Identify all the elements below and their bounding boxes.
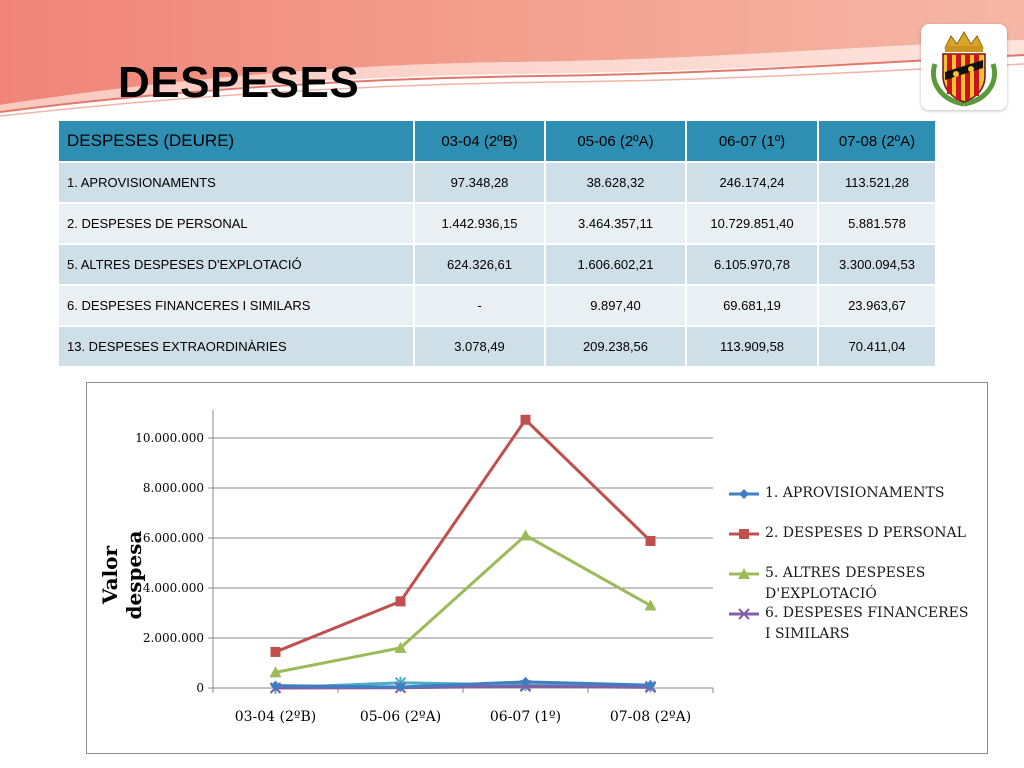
y-tick-label: 8.000.000	[143, 481, 204, 495]
y-axis-label: Valor despesa	[98, 530, 146, 620]
y-tick-label: 0	[196, 681, 204, 695]
table-cell: 10.729.851,40	[685, 202, 819, 245]
coat-of-arms-icon	[921, 24, 1007, 110]
table-cell: 69.681,19	[685, 284, 819, 327]
data-point	[520, 414, 531, 425]
series-line	[275, 533, 652, 674]
expenses-table: DESPESES (DEURE) 03-04 (2ºB) 05-06 (2ºA)…	[57, 119, 937, 368]
table-cell: 6.105.970,78	[685, 243, 819, 286]
table-cell: 624.326,61	[413, 243, 546, 286]
legend-label: 1. APROVISIONAMENTS	[765, 485, 945, 501]
legend-marker	[738, 608, 750, 620]
data-point	[644, 599, 657, 611]
table-cell: 97.348,28	[413, 161, 546, 204]
legend-marker	[738, 568, 750, 579]
data-point	[645, 535, 656, 546]
table-cell: -	[413, 284, 546, 327]
table-cell: 5. ALTRES DESPESES D'EXPLOTACIÓ	[57, 243, 415, 286]
line-chart: 0 2.000.000 4.000.000 6.000.000 8.000.000 10.…	[86, 382, 988, 754]
column-header-0708: 07-08 (2ºA)	[817, 119, 937, 163]
series-line	[274, 418, 652, 654]
table-cell: 246.174,24	[685, 161, 819, 204]
table-cell: 2. DESPESES DE PERSONAL	[57, 202, 415, 245]
table-cell: 1.442.936,15	[413, 202, 546, 245]
table-cell: 113.909,58	[685, 325, 819, 368]
table-cell: 9.897,40	[544, 284, 687, 327]
data-point	[520, 676, 531, 687]
data-point	[269, 666, 282, 678]
column-header-concept: DESPESES (DEURE)	[57, 119, 415, 163]
data-point	[645, 680, 656, 691]
y-tick-label: 6.000.000	[143, 531, 204, 545]
data-point	[519, 529, 532, 541]
table-row: 1. APROVISIONAMENTS 97.348,28 38.628,32 …	[57, 161, 937, 204]
page-title: DESPESES	[118, 58, 360, 107]
data-point	[270, 680, 281, 691]
y-tick-label: 4.000.000	[143, 581, 204, 595]
table-cell: 1.606.602,21	[544, 243, 687, 286]
column-header-0304: 03-04 (2ºB)	[413, 119, 546, 163]
x-tick-label: 07-08 (2ºA)	[610, 709, 691, 725]
data-point	[270, 646, 281, 657]
table-cell: 3.078,49	[413, 325, 546, 368]
legend-swatch	[729, 529, 759, 539]
column-header-0607: 06-07 (1º)	[685, 119, 819, 163]
table-cell: 113.521,28	[817, 161, 937, 204]
table-cell: 6. DESPESES FINANCERES I SIMILARS	[57, 284, 415, 327]
chart-plot: 0 2.000.000 4.000.000 6.000.000 8.000.000 10.…	[135, 410, 714, 725]
table-cell: 3.464.357,11	[544, 202, 687, 245]
table-cell: 5.881.578	[817, 202, 937, 245]
legend-swatch	[729, 568, 759, 579]
legend-swatch	[729, 489, 759, 499]
series-line	[275, 680, 651, 689]
table-cell: 3.300.094,53	[817, 243, 937, 286]
table-cell: 13. DESPESES EXTRAORDINÀRIES	[57, 325, 415, 368]
data-point	[395, 682, 406, 693]
table-cell: 70.411,04	[817, 325, 937, 368]
table-row: 6. DESPESES FINANCERES I SIMILARS - 9.89…	[57, 284, 937, 327]
x-tick-label: 05-06 (2ºA)	[360, 709, 441, 725]
data-point	[394, 641, 407, 653]
table-row: 5. ALTRES DESPESES D'EXPLOTACIÓ 624.326,…	[57, 243, 937, 286]
legend-label: 6. DESPESES FINANCERES I SIMILARS	[765, 605, 969, 642]
legend-swatch	[729, 608, 759, 620]
table-cell: 38.628,32	[544, 161, 687, 204]
table-row: 2. DESPESES DE PERSONAL 1.442.936,15 3.4…	[57, 202, 937, 245]
table-header-row: DESPESES (DEURE) 03-04 (2ºB) 05-06 (2ºA)…	[57, 119, 937, 163]
legend-label: 2. DESPESES D PERSONAL	[765, 525, 966, 541]
table-cell: 209.238,56	[544, 325, 687, 368]
column-header-0506: 05-06 (2ºA)	[544, 119, 687, 163]
series-line	[275, 684, 651, 690]
x-tick-label: 03-04 (2ºB)	[235, 709, 317, 725]
legend-marker	[739, 489, 749, 499]
legend-marker	[739, 529, 749, 539]
x-tick-label: 06-07 (1º)	[490, 709, 561, 725]
y-tick-label: 2.000.000	[143, 631, 204, 645]
data-point	[395, 596, 406, 607]
y-tick-label: 10.000.000	[135, 431, 204, 445]
legend-label: 5. ALTRES DESPESES D'EXPLOTACIÓ	[765, 565, 926, 602]
table-cell: 23.963,67	[817, 284, 937, 327]
table-row: 13. DESPESES EXTRAORDINÀRIES 3.078,49 20…	[57, 325, 937, 368]
header-swoosh	[0, 0, 1024, 117]
table-cell: 1. APROVISIONAMENTS	[57, 161, 415, 204]
